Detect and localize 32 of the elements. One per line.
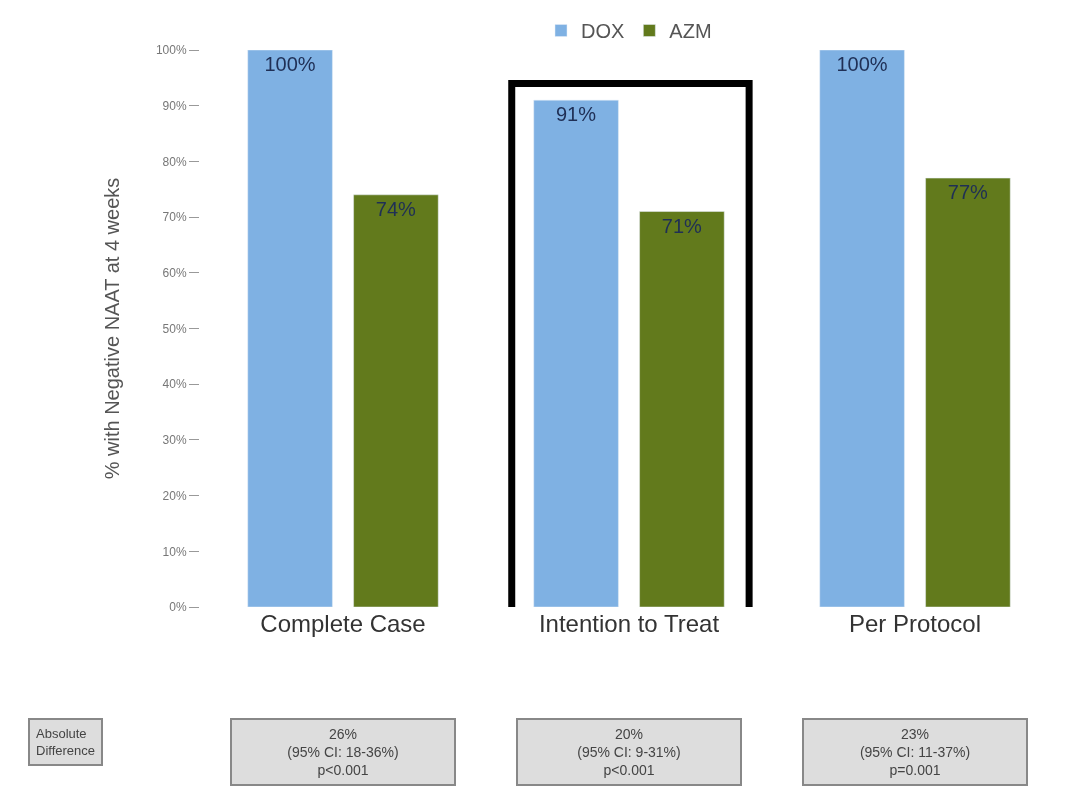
y-tick-label: 60% [162, 266, 187, 280]
bar [925, 177, 1011, 607]
text: 23% (95% CI: 11-37%) p=0.001 [859, 726, 971, 779]
y-tick-label: 30% [162, 433, 187, 448]
x-tick-label: Intention to Treat [538, 610, 720, 637]
data-label: 91% [555, 103, 597, 126]
text: 20% (95% CI: 9-31%) p<0.001 [577, 726, 681, 779]
y-tick-label: 0% [169, 600, 187, 615]
legend-label: DOX [581, 20, 625, 43]
x-tick-label: Complete Case [260, 610, 426, 637]
y-tick-label: 10% [162, 544, 187, 559]
data-label: 74% [375, 197, 417, 220]
y-tick-label: 20% [162, 488, 187, 503]
data-label: 71% [661, 214, 703, 237]
legend-label: AZM [669, 20, 712, 43]
data-label: 77% [947, 181, 989, 204]
data-label: 100% [264, 53, 316, 75]
x-tick-label: Per Protocol [848, 610, 982, 637]
text: 26% (95% CI: 18-36%) p<0.001 [287, 726, 399, 779]
y-tick-label: 80% [162, 154, 187, 169]
text: Absolute Difference [36, 726, 96, 758]
data-label: 100% [836, 53, 888, 75]
y-tick-label: 90% [162, 98, 187, 113]
y-tick-label: 70% [162, 210, 187, 225]
bar [353, 194, 439, 607]
bar [819, 50, 905, 607]
bar [639, 211, 725, 607]
y-tick-label: 40% [162, 377, 187, 392]
y-tick-label: 50% [162, 321, 187, 336]
y-tick-label: 100% [155, 43, 187, 58]
y-axis-title: % with Negative NAAT at 4 weeks [101, 177, 124, 480]
bar [247, 50, 333, 607]
